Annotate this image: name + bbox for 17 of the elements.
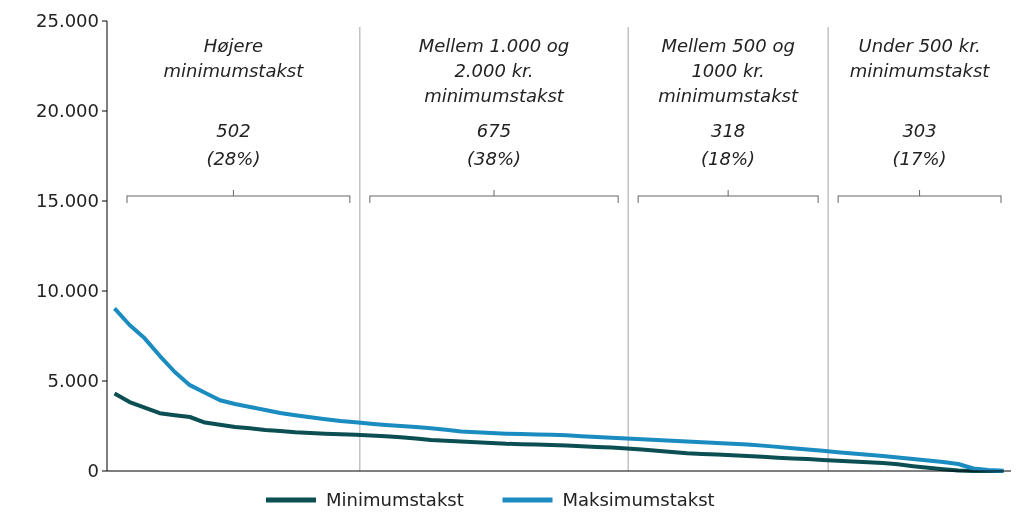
y-tick-label: 25.000	[36, 10, 99, 32]
annotation: 675 (38%)	[466, 120, 522, 169]
y-tick-label: 10.000	[36, 280, 99, 302]
annotation: 303 (17%)	[892, 120, 947, 169]
y-tick-label: 15.000	[36, 190, 99, 212]
legend-label: Minimumstakst	[326, 489, 464, 511]
annotation: Højere minimumstakst	[163, 35, 305, 81]
annotation: 318 (18%)	[701, 120, 756, 169]
line-series	[112, 306, 1006, 473]
y-tick-label: 5.000	[47, 370, 99, 392]
annotation: Under 500 kr. minimumstakst	[849, 35, 991, 81]
annotation: Mellem 500 og 1000 kr. minimumstakst	[658, 35, 799, 106]
legend-label: Maksimumstakst	[562, 489, 715, 511]
annotation: 502 (28%)	[206, 120, 261, 169]
y-tick-label: 20.000	[36, 100, 99, 122]
y-tick-label: 0	[87, 460, 99, 482]
annotation: Mellem 1.000 og 2.000 kr. minimumstakst	[418, 35, 570, 106]
